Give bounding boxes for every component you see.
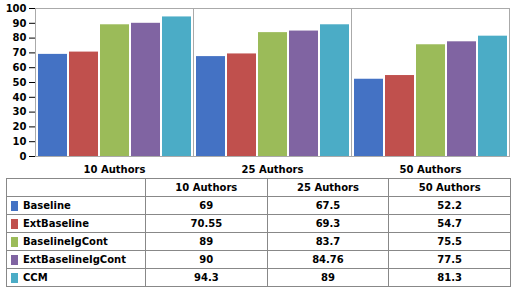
svg-text:10: 10 [13,136,27,147]
html-text:25 Authors: 25 Authors [297,182,359,193]
svg-text:100: 100 [6,3,27,14]
html-text:52.2: 52.2 [437,200,462,211]
svg-text:10 Authors: 10 Authors [84,164,146,175]
html-text:Baseline: Baseline [23,200,71,211]
svg-text:50: 50 [13,77,27,88]
html-text:94.3: 94.3 [194,272,219,283]
html-text:81.3: 81.3 [437,272,462,283]
svg-text:70: 70 [13,47,27,58]
html-text:ExtBaseline: ExtBaseline [23,218,89,229]
html-text:54.7: 54.7 [437,218,462,229]
svg-text:50 Authors: 50 Authors [400,164,462,175]
svg-text:90: 90 [13,18,27,29]
html-text:67.5: 67.5 [315,200,341,211]
html-text:75.5: 75.5 [437,236,462,247]
html-text:83.7: 83.7 [315,236,341,247]
html-text:CCM: CCM [23,272,48,283]
svg-text:40: 40 [13,92,27,103]
html-text:ExtBaselineIgCont: ExtBaselineIgCont [23,254,126,265]
html-text:89: 89 [321,272,335,283]
svg-text:25 Authors: 25 Authors [242,164,304,175]
html-text:77.5: 77.5 [437,254,462,265]
svg-text:60: 60 [13,62,27,73]
html-text:70.55: 70.55 [190,218,223,229]
svg-text:80: 80 [13,32,27,43]
html-text:69: 69 [199,200,214,211]
html-text:69.3: 69.3 [315,218,341,229]
html-text:50 Authors: 50 Authors [418,182,481,193]
html-text:90: 90 [199,254,214,265]
svg-text:20: 20 [13,121,27,132]
html-text:BaselineIgCont: BaselineIgCont [23,236,108,247]
html-text:84.76: 84.76 [312,254,344,265]
html-text:10 Authors: 10 Authors [175,182,238,193]
svg-text:30: 30 [13,106,27,117]
html-text:89: 89 [199,236,214,247]
svg-text:0: 0 [20,151,27,162]
